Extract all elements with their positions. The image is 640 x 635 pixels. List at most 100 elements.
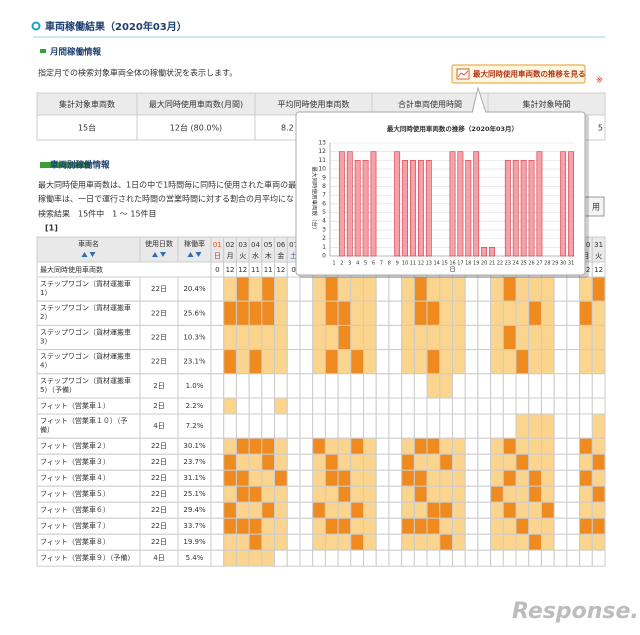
usage-cell — [210, 276, 225, 302]
usage-cell — [566, 517, 581, 535]
vehicle-name: ステップワゴン（貨材運搬車 — [40, 327, 131, 336]
sort-descending[interactable] — [89, 252, 96, 257]
usage-cell — [553, 469, 568, 487]
button-label[interactable]: 最大同時使用車両数の推移を見る — [473, 69, 586, 79]
usage-cell — [502, 373, 517, 399]
usage-cell — [502, 437, 517, 455]
usage-cell — [210, 373, 225, 399]
usage-cell — [477, 549, 492, 567]
usage-cell — [274, 300, 288, 326]
button-frame[interactable] — [451, 64, 586, 84]
usage-cell — [286, 300, 301, 326]
usage-cell — [591, 276, 606, 302]
usage-cell — [324, 549, 339, 567]
usage-cell — [375, 349, 390, 375]
usage-cell — [235, 300, 250, 326]
utilization-rate: 5.4% — [186, 554, 204, 562]
usage-cell — [375, 373, 390, 399]
x-tick-label: 1 — [332, 261, 335, 267]
usage-cell — [439, 533, 453, 551]
usage-cell — [261, 324, 276, 351]
usage-cell — [248, 349, 263, 375]
usage-cell — [299, 485, 314, 503]
day-weekday: 月 — [582, 252, 589, 260]
usage-cell — [464, 549, 479, 567]
usage-cell — [490, 300, 504, 326]
sort-ascending[interactable] — [81, 252, 88, 257]
usage-cell — [375, 453, 390, 471]
max-value: 12 — [594, 266, 603, 274]
bar — [362, 160, 369, 257]
usage-cell — [515, 501, 530, 519]
usage-cell — [528, 437, 542, 455]
use-days: 4日 — [153, 422, 164, 430]
usage-cell — [515, 324, 530, 351]
usage-cell — [312, 485, 326, 503]
usage-cell — [515, 469, 530, 487]
bar — [417, 160, 424, 257]
chart-button[interactable]: 最大同時使用車両数の推移を見る — [451, 64, 586, 84]
utilization-rate: 25.1% — [183, 490, 206, 498]
usage-cell — [515, 517, 530, 535]
usage-cell — [502, 397, 517, 415]
usage-cell — [502, 533, 517, 551]
bar — [354, 160, 361, 257]
x-tick-label: 29 — [552, 261, 558, 267]
usage-cell — [591, 501, 606, 519]
usage-cell — [540, 349, 555, 375]
usage-cell — [477, 349, 492, 375]
sort-ascending[interactable] — [187, 252, 194, 257]
usage-cell — [502, 469, 517, 487]
usage-cell — [299, 469, 314, 487]
button-icon-line[interactable] — [457, 70, 469, 78]
usage-cell — [274, 533, 288, 551]
usage-cell — [261, 453, 276, 471]
header-label: 集計対象車両数 — [59, 99, 115, 109]
pagination[interactable]: [1] — [45, 224, 58, 233]
usage-cell — [261, 276, 276, 302]
usage-cell — [451, 373, 466, 399]
usage-cell — [439, 349, 453, 375]
use-days: 22日 — [151, 285, 167, 293]
vehicle-name: 2） — [40, 313, 51, 321]
usage-cell — [439, 373, 453, 399]
usage-cell — [312, 501, 326, 519]
usage-cell — [540, 300, 555, 326]
usage-cell — [388, 276, 403, 302]
usage-cell — [579, 276, 593, 302]
usage-cell — [324, 413, 339, 439]
usage-cell — [451, 437, 466, 455]
bar — [402, 160, 408, 257]
usage-cell — [363, 349, 377, 375]
usage-cell — [299, 413, 314, 439]
usage-cell — [312, 276, 326, 302]
sort-descending[interactable] — [195, 252, 202, 257]
usage-cell — [490, 437, 504, 455]
usage-cell — [388, 533, 403, 551]
usage-cell — [337, 469, 352, 487]
usage-cell — [477, 276, 492, 302]
usage-cell — [439, 453, 453, 471]
usage-cell — [528, 324, 542, 351]
usage-cell — [274, 373, 288, 399]
usage-cell — [286, 517, 301, 535]
usage-cell — [363, 453, 377, 471]
usage-cell — [464, 276, 479, 302]
usage-cell — [553, 324, 568, 351]
usage-cell — [464, 300, 479, 326]
usage-cell — [401, 437, 415, 455]
button-label[interactable]: 用 — [592, 203, 600, 212]
usage-cell — [401, 300, 415, 326]
usage-cell — [477, 324, 492, 351]
usage-cell — [210, 300, 225, 326]
usage-cell — [490, 533, 504, 551]
sort-descending[interactable] — [160, 252, 166, 257]
usage-cell — [223, 324, 237, 351]
usage-cell — [579, 533, 593, 551]
usage-cell — [261, 373, 276, 399]
usage-cell — [210, 324, 225, 351]
usage-cell — [591, 533, 606, 551]
sort-ascending[interactable] — [152, 252, 158, 257]
usage-cell — [223, 549, 237, 567]
usage-cell — [566, 324, 581, 351]
